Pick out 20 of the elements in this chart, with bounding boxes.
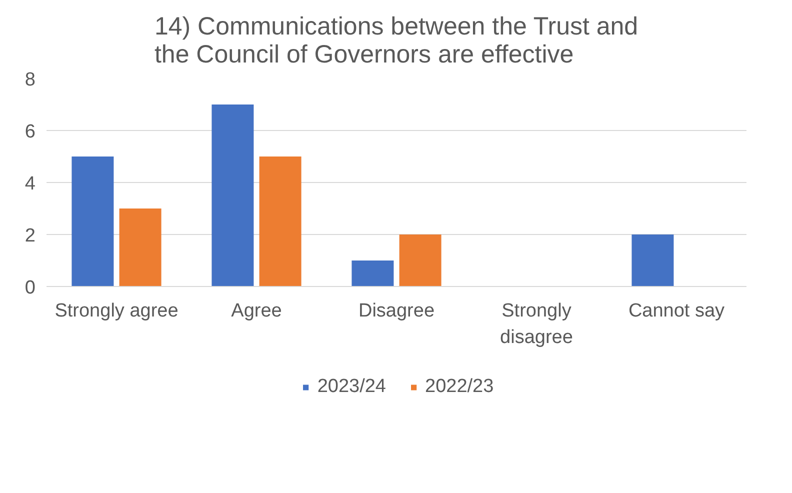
chart-title: 14) Communications between the Trust and the Council of Governors are effective bbox=[154, 12, 638, 68]
x-tick-label: Agree bbox=[231, 300, 282, 322]
x-tick-label: Disagree bbox=[358, 300, 435, 322]
bar bbox=[632, 234, 674, 286]
x-tick-label: Strongly disagree bbox=[500, 300, 573, 348]
bar bbox=[399, 234, 442, 286]
bar bbox=[119, 208, 162, 286]
legend-label: 2023/24 bbox=[317, 376, 386, 398]
y-tick-label: 4 bbox=[24, 174, 36, 194]
y-tick-label: 8 bbox=[24, 70, 36, 90]
y-tick-label: 6 bbox=[24, 122, 36, 142]
bar bbox=[259, 156, 302, 286]
y-tick-label: 0 bbox=[24, 278, 36, 298]
x-tick-label: Cannot say bbox=[628, 300, 726, 322]
bar bbox=[72, 156, 114, 286]
bar bbox=[352, 260, 394, 286]
x-tick-label: Strongly agree bbox=[54, 300, 178, 322]
y-tick-label: 2 bbox=[24, 226, 36, 246]
bar bbox=[212, 104, 254, 286]
legend-label: 2022/23 bbox=[425, 376, 494, 398]
